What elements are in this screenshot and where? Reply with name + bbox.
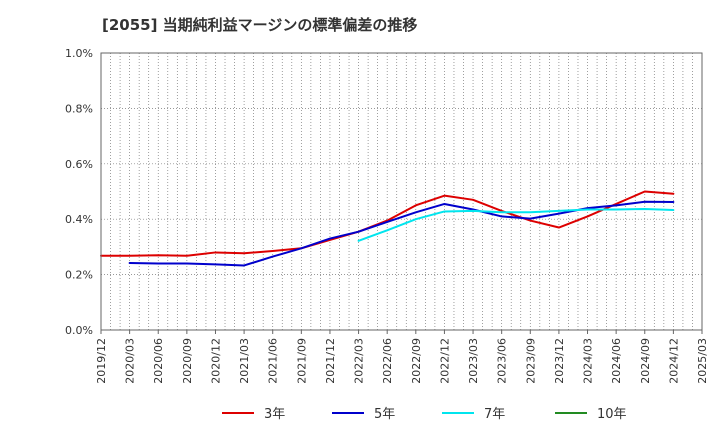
x-tick-label: 2024/03: [582, 338, 595, 384]
legend-label: 10年: [597, 407, 627, 422]
y-tick-label: 0.6%: [65, 158, 93, 171]
series-layer: [100, 190, 675, 267]
plot-area: [101, 53, 702, 330]
x-tick-label: 2024/12: [667, 338, 680, 384]
y-tick-label: 0.4%: [65, 213, 93, 226]
x-tick-label: 2021/12: [324, 338, 337, 384]
x-tick-label: 2023/06: [496, 338, 509, 384]
y-tick-label: 0.0%: [65, 324, 93, 337]
x-tick-label: 2022/03: [353, 338, 366, 384]
x-tick-label: 2021/03: [238, 338, 251, 384]
x-axis: 2019/12 2020/03 2020/06 2020/09 2020/12 2021/…: [95, 330, 709, 384]
series-line-0: [100, 190, 675, 257]
x-tick-label: 2022/06: [381, 338, 394, 384]
x-tick-label: 2024/09: [639, 338, 652, 384]
legend-label: 3年: [264, 407, 285, 422]
plot-border: [100, 52, 703, 331]
y-tick-label: 0.2%: [65, 269, 93, 282]
x-tick-label: 2019/12: [95, 338, 108, 384]
y-axis: 0.0% 0.2% 0.4% 0.6% 0.8% 1.0%: [65, 47, 93, 337]
x-tick-label: 2020/12: [209, 338, 222, 384]
grid: [101, 53, 702, 330]
x-tick-label: 2022/12: [438, 338, 451, 384]
y-tick-label: 1.0%: [65, 47, 93, 60]
y-tick-label: 0.8%: [65, 102, 93, 115]
x-tick-label: 2022/09: [410, 338, 423, 384]
legend: 3年 5年 7年 10年: [222, 407, 627, 422]
x-tick-label: 2020/06: [152, 338, 165, 384]
chart-title: [2055] 当期純利益マージンの標準偏差の推移: [102, 16, 417, 34]
x-tick-label: 2021/06: [267, 338, 280, 384]
legend-label: 5年: [374, 407, 395, 422]
x-tick-label: 2023/03: [467, 338, 480, 384]
series-line-2: [357, 207, 675, 242]
x-tick-label: 2020/03: [124, 338, 137, 384]
x-tick-label: 2020/09: [181, 338, 194, 384]
x-tick-label: 2023/12: [553, 338, 566, 384]
x-tick-label: 2024/06: [610, 338, 623, 384]
x-tick-label: 2025/03: [696, 338, 709, 384]
legend-label: 7年: [484, 407, 505, 422]
x-tick-label: 2023/09: [524, 338, 537, 384]
x-tick-label: 2021/09: [295, 338, 308, 384]
